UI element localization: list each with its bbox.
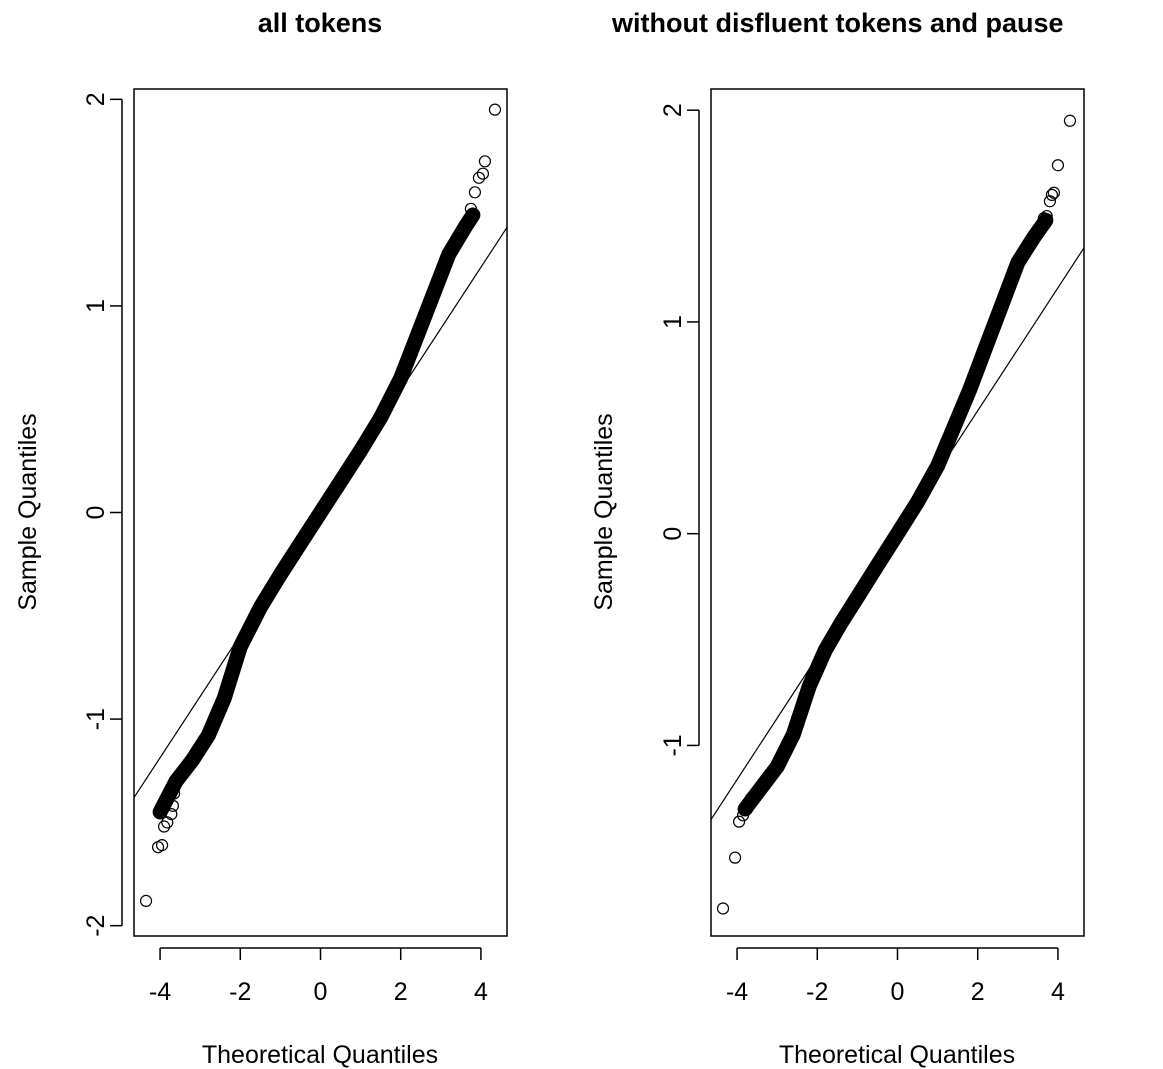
sample-point: [488, 103, 502, 116]
y-axis: -2 -1 0 1 2 Sample Quantiles: [14, 92, 123, 937]
sample-point: [1045, 188, 1059, 201]
x-axis-label: Theoretical Quantiles: [779, 1041, 1015, 1069]
x-ticks: -4 -2 0 2 4: [726, 948, 1065, 1006]
y-tick-label: 0: [82, 506, 110, 520]
y-axis: -1 0 1 2 Sample Quantiles: [590, 103, 700, 757]
sample-point: [166, 799, 180, 812]
x-axis: -4 -2 0 2 4 Theoretical Quantiles: [726, 947, 1065, 1069]
sample-point: [478, 155, 492, 168]
y-tick-label: 2: [82, 92, 110, 106]
x-tick-label: 4: [1051, 978, 1065, 1006]
sample-point: [464, 202, 478, 215]
sample-point: [736, 809, 750, 822]
sample-point: [732, 815, 746, 828]
plot-frame: [133, 88, 508, 937]
y-ticks: -1 0 1 2: [659, 103, 699, 757]
x-tick-label: 2: [971, 978, 985, 1006]
chart-title: without disfluent tokens and pause: [611, 8, 1064, 38]
sample-quantile-curve: [152, 207, 481, 820]
x-tick-label: -2: [806, 978, 828, 1006]
sample-point: [745, 792, 758, 805]
y-axis-label: Sample Quantiles: [14, 413, 42, 610]
plot-frame: [710, 88, 1085, 937]
y-ticks: -2 -1 0 1 2: [82, 92, 122, 937]
sample-point: [468, 186, 482, 199]
sample-point: [728, 851, 742, 864]
x-ticks: -4 -2 0 2 4: [149, 948, 488, 1006]
x-tick-label: 0: [891, 978, 905, 1006]
y-tick-label: 1: [659, 315, 687, 329]
sample-point: [740, 802, 754, 816]
sample-point: [155, 839, 169, 852]
sample-point: [161, 816, 174, 829]
sample-point: [1037, 212, 1050, 225]
sample-points: [139, 103, 502, 907]
x-tick-label: -4: [726, 978, 748, 1006]
sample-point: [472, 171, 486, 184]
y-tick-label: 0: [659, 527, 687, 541]
x-tick-label: -4: [149, 978, 171, 1006]
y-tick-label: 1: [82, 299, 110, 313]
sample-quantile-curve: [737, 212, 1054, 817]
sample-point: [476, 167, 490, 180]
sample-point: [1047, 186, 1061, 199]
sample-point: [1040, 209, 1053, 223]
sample-points: [716, 114, 1077, 915]
y-axis-label: Sample Quantiles: [590, 413, 618, 610]
sample-point: [157, 820, 171, 833]
x-axis: -4 -2 0 2 4 Theoretical Quantiles: [149, 947, 488, 1069]
x-tick-label: 2: [394, 978, 408, 1006]
y-tick-label: 2: [659, 103, 687, 117]
x-axis-label: Theoretical Quantiles: [202, 1041, 438, 1069]
y-tick-label: -2: [82, 915, 110, 937]
sample-point: [1051, 159, 1065, 172]
y-tick-label: -1: [82, 708, 110, 730]
sample-point: [716, 902, 730, 915]
y-tick-label: -1: [659, 734, 687, 756]
sample-point: [168, 787, 181, 800]
x-tick-label: 0: [314, 978, 328, 1006]
sample-point: [1043, 195, 1057, 208]
x-tick-label: 4: [474, 978, 488, 1006]
sample-point: [460, 217, 473, 230]
sample-point: [165, 808, 178, 821]
qq-plot-without-disfluent-tokens: without disfluent tokens and pause -4 -2 0…: [590, 8, 1085, 1069]
sample-point: [139, 894, 153, 907]
qq-plot-all-tokens: all tokens -4 -2 0 2 4 Theoretical Quantiles…: [14, 8, 508, 1069]
chart-title: all tokens: [258, 8, 383, 38]
x-tick-label: -2: [229, 978, 251, 1006]
sample-point: [1063, 114, 1077, 127]
